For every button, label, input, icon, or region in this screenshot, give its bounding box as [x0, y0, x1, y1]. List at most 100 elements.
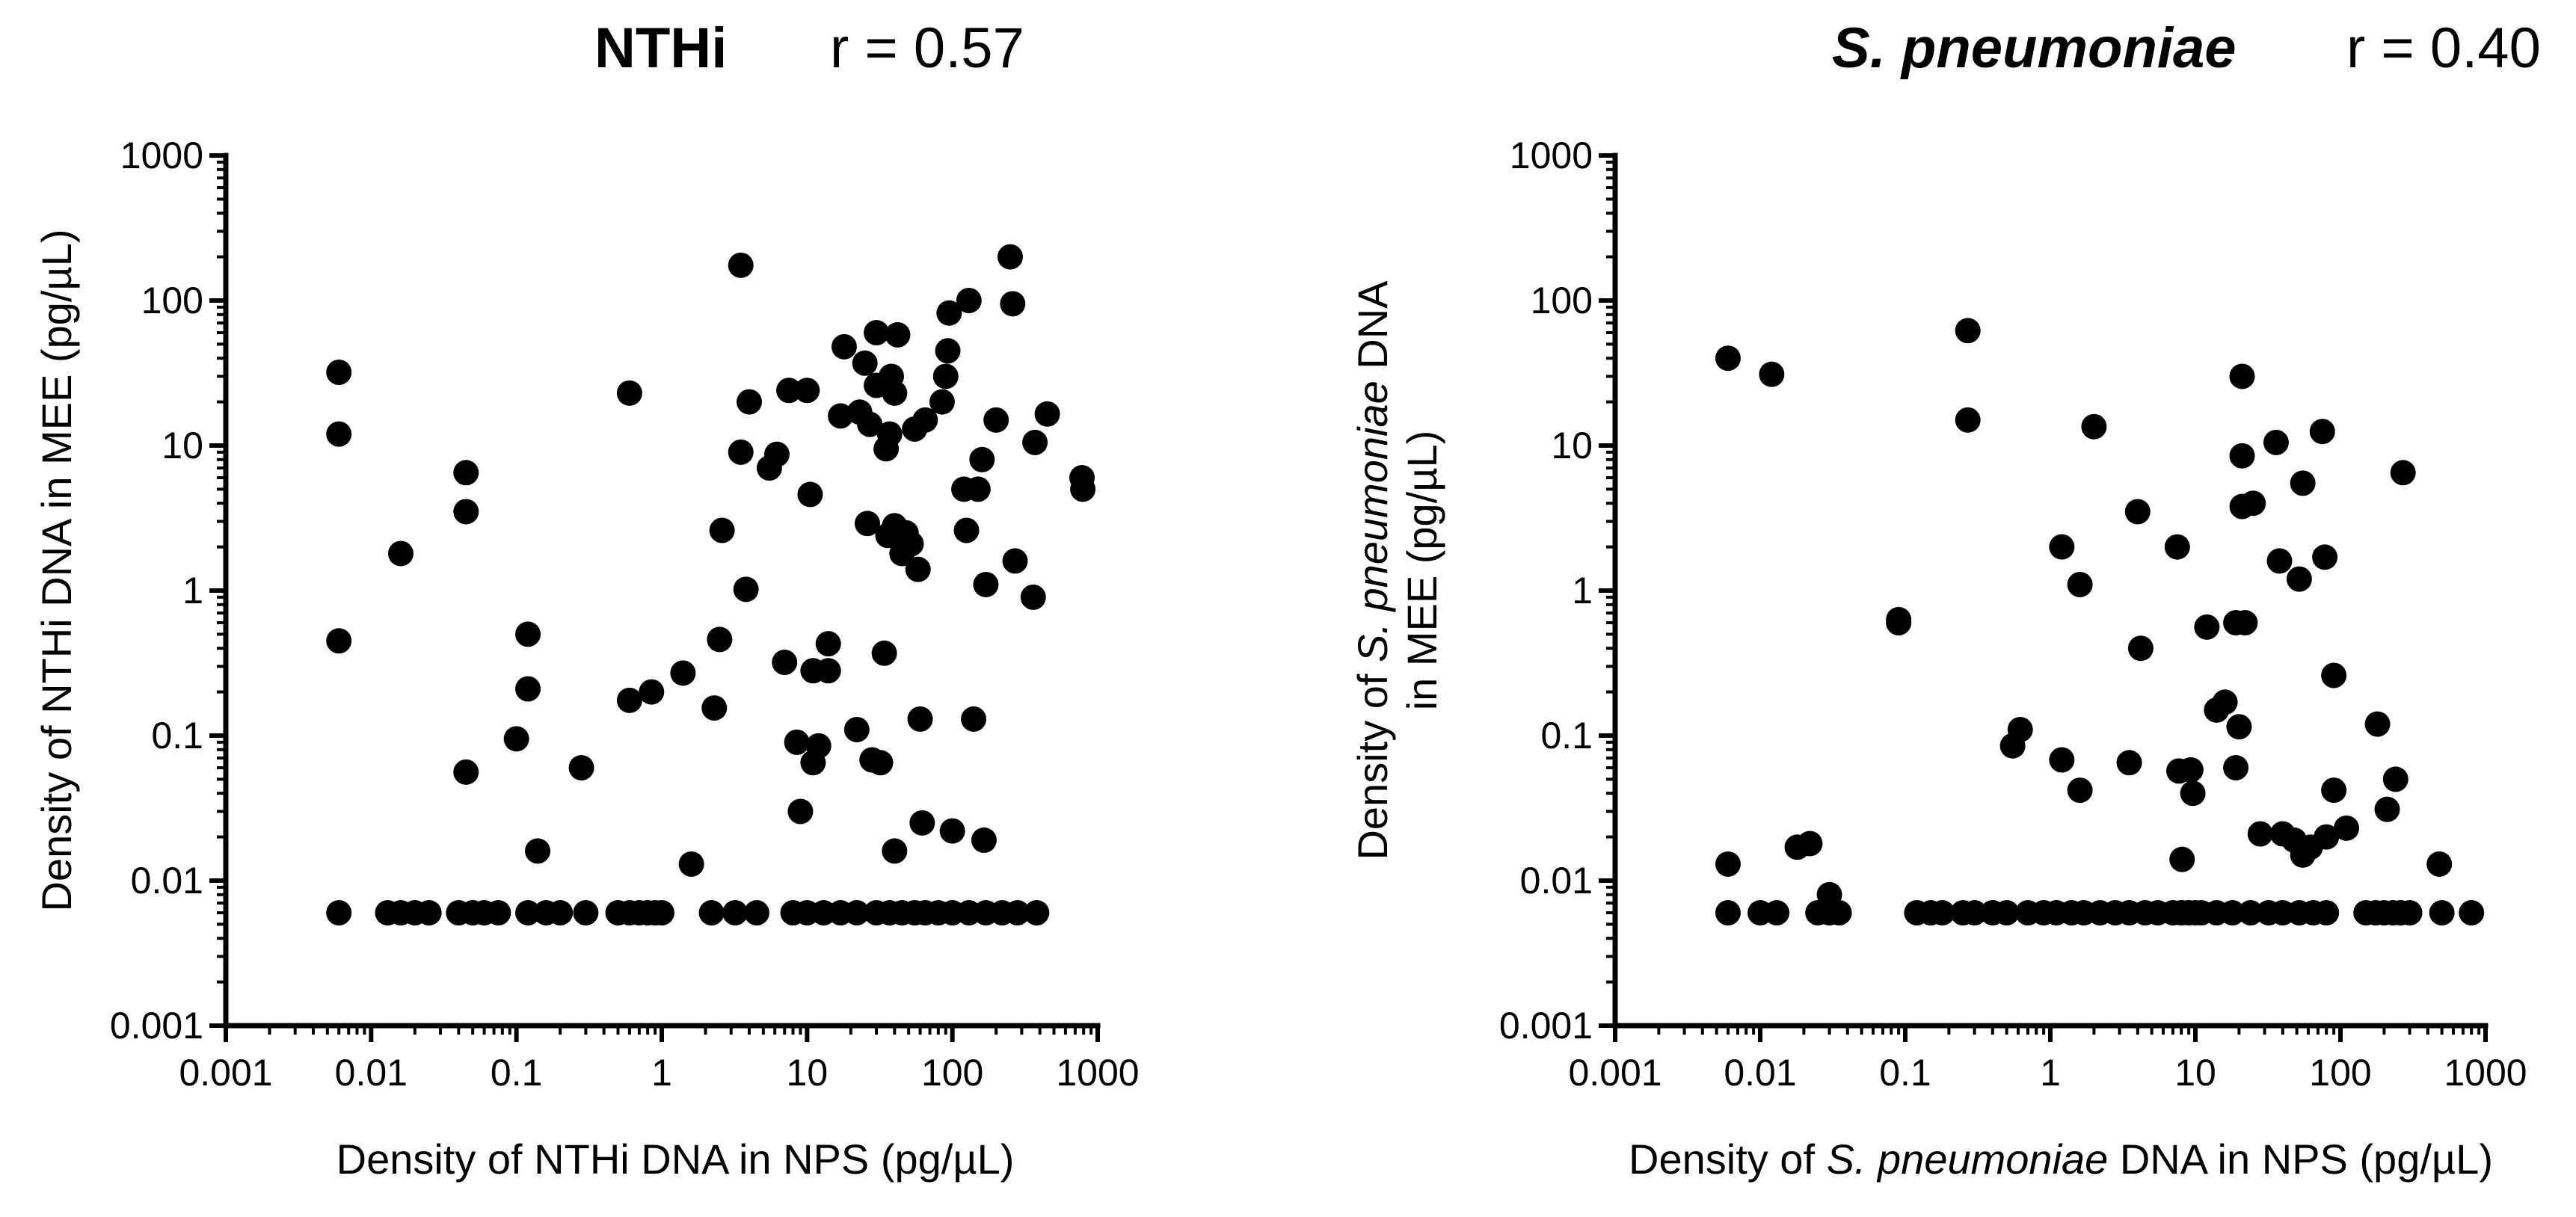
nthi-y-tick-label: 1 — [182, 570, 203, 611]
nthi-data-point — [932, 363, 959, 389]
spn-data-point — [2116, 750, 2142, 776]
spn-x-label-part3: DNA in NPS (pg/µL) — [2108, 1136, 2493, 1183]
spn-data-point — [2382, 766, 2409, 792]
spn-data-point — [2177, 757, 2204, 783]
spn-data-point — [2426, 851, 2453, 877]
nthi-data-point — [485, 900, 511, 926]
nthi-y-tick-label: 0.1 — [151, 715, 203, 757]
spn-data-point — [2180, 780, 2206, 807]
nthi-x-tick-label: 0.001 — [179, 1052, 272, 1094]
spn-data-point — [2286, 566, 2312, 592]
nthi-x-tick-label: 100 — [921, 1052, 983, 1094]
spn-data-point — [2081, 413, 2107, 440]
spn-y-tick-label: 0.01 — [1520, 860, 1593, 902]
spn-data-point — [1955, 407, 1981, 433]
nthi-data-point — [956, 288, 982, 313]
nthi-data-point — [965, 476, 991, 502]
nthi-data-point — [794, 378, 820, 404]
spn-data-point — [1764, 900, 1790, 926]
nthi-data-point — [815, 631, 841, 657]
spn-data-point — [2397, 900, 2423, 926]
spn-data-point — [2429, 900, 2455, 926]
nthi-data-point — [743, 900, 769, 926]
spn-x-tick-label: 1000 — [2444, 1052, 2527, 1094]
spn-y-tick-label: 1000 — [1510, 135, 1593, 176]
nthi-x-tick-label: 1 — [651, 1052, 672, 1094]
spn-x-tick-label: 10 — [2174, 1052, 2216, 1094]
spn-y-tick-label: 0.1 — [1540, 715, 1593, 757]
spn-data-point — [2364, 711, 2391, 737]
nthi-data-point — [616, 687, 642, 713]
nthi-data-point — [733, 576, 759, 603]
spn-x-label-italic: S. pneumoniae — [1827, 1136, 2109, 1183]
nthi-y-tick-label: 0.01 — [131, 860, 203, 902]
spn-y-label-part3: DNA — [1349, 280, 1396, 380]
nthi-data-point — [867, 750, 894, 776]
spn-data-point — [2212, 689, 2238, 715]
spn-y-label-line2: in MEE (pg/µL) — [1398, 431, 1445, 711]
spn-data-point — [2223, 755, 2249, 781]
spn-data-point — [2124, 499, 2151, 525]
nthi-data-point — [929, 389, 955, 415]
spn-data-point — [1929, 900, 1955, 926]
nthi-data-point — [547, 900, 574, 926]
spn-data-point — [2240, 490, 2266, 517]
spn-data-point — [2309, 419, 2335, 445]
spn-data-point — [1797, 831, 1823, 857]
nthi-data-point — [326, 421, 352, 447]
spn-data-point — [2229, 363, 2255, 389]
nthi-x-tick-label: 0.01 — [335, 1052, 408, 1094]
nthi-data-point — [639, 679, 665, 705]
nthi-data-point — [737, 389, 763, 415]
nthi-data-point — [905, 556, 931, 582]
nthi-x-tick-label: 0.1 — [491, 1052, 543, 1094]
spn-data-point — [2374, 796, 2400, 822]
nthi-data-point — [649, 900, 674, 926]
nthi-data-point — [784, 729, 810, 755]
nthi-data-point — [912, 407, 938, 433]
nthi-data-point — [843, 716, 870, 742]
nthi-data-point — [852, 350, 878, 376]
nthi-data-point — [983, 407, 1009, 433]
nthi-data-point — [1070, 476, 1096, 502]
nthi-data-point — [776, 378, 802, 404]
nthi-y-tick-label: 100 — [141, 280, 203, 321]
spn-x-label-part1: Density of — [1629, 1136, 1827, 1183]
nthi-data-point — [882, 838, 908, 864]
nthi-data-point — [969, 446, 995, 472]
nthi-data-point — [843, 900, 870, 926]
nthi-data-point — [416, 900, 442, 926]
nthi-x-tick-label: 1000 — [1056, 1052, 1139, 1094]
nthi-y-tick-label: 10 — [162, 425, 203, 466]
nthi-data-point — [805, 733, 831, 759]
nthi-data-point — [670, 660, 696, 686]
spn-data-point — [2237, 900, 2263, 926]
nthi-data-point — [871, 640, 897, 666]
nthi-panel: NTHi r = 0.57 Density of NTHi DNA in NPS… — [33, 16, 1140, 1183]
spn-data-point — [2290, 470, 2316, 496]
nthi-data-point — [453, 499, 479, 525]
spn-data-point — [2169, 846, 2195, 872]
spn-data-point — [1994, 900, 2020, 926]
nthi-data-point — [772, 650, 798, 676]
nthi-data-point — [722, 900, 748, 926]
spn-data-point — [2067, 571, 2093, 597]
nthi-data-point — [882, 380, 908, 406]
nthi-r-value: r = 0.57 — [830, 16, 1024, 80]
nthi-data-point — [885, 321, 911, 348]
nthi-data-point — [728, 439, 754, 465]
spn-data-point — [2127, 635, 2154, 662]
spn-data-point — [1955, 318, 1981, 344]
nthi-data-point — [709, 517, 735, 543]
nthi-y-axis-label: Density of NTHi DNA in MEE (pg/µL) — [33, 229, 80, 912]
spn-x-tick-label: 0.01 — [1724, 1052, 1796, 1094]
nthi-data-point — [568, 755, 594, 781]
nthi-data-point — [909, 810, 935, 836]
nthi-data-point — [1034, 401, 1060, 427]
spn-x-tick-label: 100 — [2309, 1052, 2371, 1094]
nthi-x-axis-label: Density of NTHi DNA in NPS (pg/µL) — [336, 1136, 1015, 1183]
spn-data-point — [2312, 544, 2338, 570]
nthi-data-point — [453, 460, 479, 486]
spn-data-point — [2007, 716, 2033, 742]
nthi-data-point — [961, 706, 987, 732]
